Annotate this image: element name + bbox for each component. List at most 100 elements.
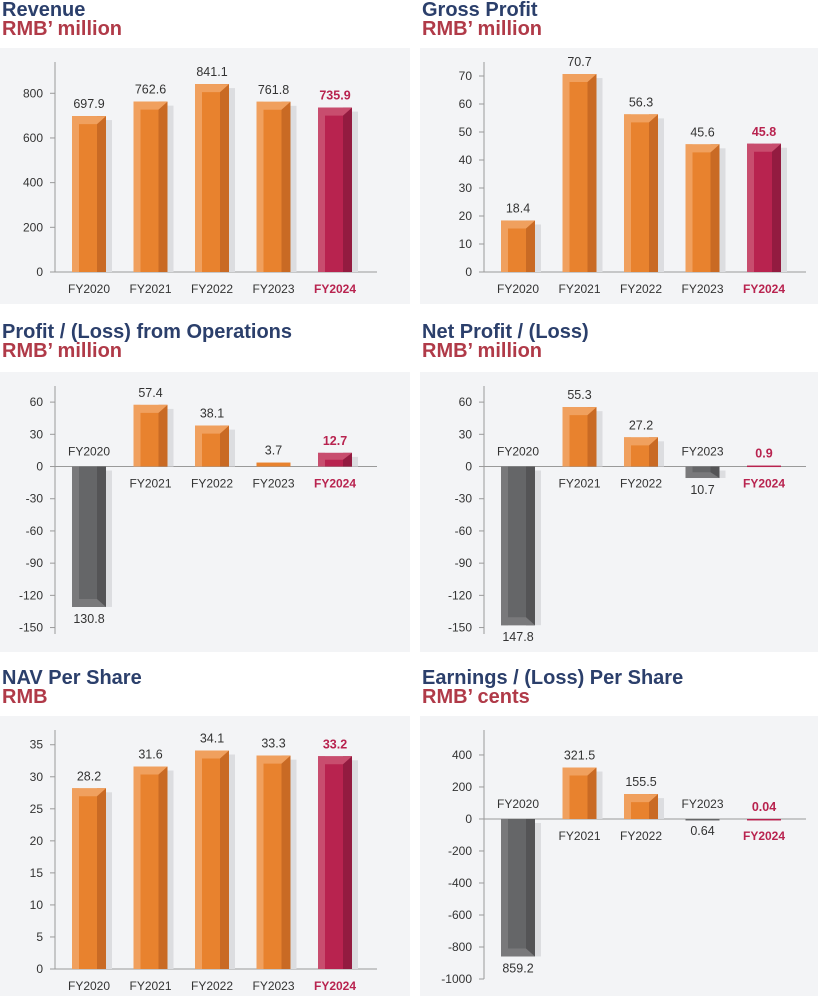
bar-fy2024 — [747, 143, 787, 272]
x-category-label: FY2024 — [314, 477, 356, 491]
bar-right-edge — [343, 107, 352, 273]
bar-left-edge — [72, 466, 79, 607]
bar-fy2021 — [562, 407, 603, 467]
chart-unit: RMB’ million — [2, 18, 122, 40]
y-tick-label: 40 — [459, 153, 473, 167]
bar-value-label: 45.8 — [752, 125, 776, 139]
y-tick-label: -150 — [448, 621, 472, 635]
bar-left-edge — [133, 101, 141, 272]
bar-top-bevel — [133, 766, 168, 775]
bar-top-bevel — [195, 84, 229, 93]
x-category-label: FY2023 — [681, 282, 723, 296]
x-category-label: FY2024 — [743, 477, 785, 491]
bar-shadow — [535, 470, 541, 626]
x-category-label: FY2020 — [68, 282, 110, 296]
chart-title: Earnings / (Loss) Per Share — [422, 667, 684, 689]
bar-shadow — [596, 411, 603, 467]
x-category-label: FY2020 — [68, 979, 110, 993]
bar-value-label: 31.6 — [138, 748, 162, 762]
chart-unit: RMB’ million — [2, 340, 122, 362]
bar-left-edge — [624, 794, 631, 819]
chart-unit: RMB’ cents — [422, 686, 530, 708]
y-tick-label: 0 — [36, 460, 43, 474]
bar-bottom-bevel — [501, 948, 535, 957]
bar-fy2023 — [685, 144, 726, 272]
bar-value-label: 735.9 — [319, 89, 350, 103]
x-category-label: FY2022 — [191, 477, 233, 491]
bar-shadow — [229, 429, 235, 467]
bar-left-edge — [318, 452, 325, 467]
x-category-label: FY2021 — [558, 477, 600, 491]
bar-bottom-bevel — [72, 598, 106, 607]
bar-value-label: 761.8 — [258, 83, 289, 97]
x-category-label: FY2022 — [191, 282, 233, 296]
x-category-label: FY2020 — [497, 797, 539, 811]
chart-svg: 0 5 10 15 20 25 30 35 28.2 FY2020 31.6 FY2021 34.1 FY… — [30, 730, 377, 993]
bar-right-edge — [343, 452, 352, 467]
bar-left-edge — [72, 788, 79, 969]
bar-top-bevel — [133, 404, 168, 413]
bar-left-edge — [195, 84, 202, 272]
bar-shadow — [106, 470, 112, 607]
bar-shadow — [658, 798, 664, 819]
bar-face — [256, 462, 291, 467]
bar-shadow — [596, 771, 603, 819]
y-tick-label: -90 — [455, 556, 473, 570]
bar-fy2020 — [72, 116, 112, 272]
bar-top-bevel — [72, 788, 106, 797]
y-tick-label: -200 — [448, 844, 472, 858]
bar-right-edge — [97, 788, 106, 969]
y-tick-label: 600 — [23, 131, 43, 145]
chart-title: NAV Per Share — [2, 667, 142, 689]
y-tick-label: 0 — [36, 962, 43, 976]
x-category-label: FY2022 — [191, 979, 233, 993]
bar-shadow — [719, 148, 726, 272]
bar-value-label: 70.7 — [567, 55, 591, 69]
bar-fy2021 — [133, 404, 174, 467]
x-category-label: FY2021 — [129, 477, 171, 491]
y-tick-label: 30 — [30, 770, 44, 784]
y-tick-label: -120 — [448, 588, 472, 602]
bar-shadow — [290, 759, 297, 969]
y-tick-label: -60 — [455, 524, 473, 538]
bar-fy2022 — [624, 794, 664, 819]
bar-left-edge — [318, 756, 325, 969]
bar-fy2021 — [562, 74, 603, 272]
y-tick-label: 200 — [23, 220, 43, 234]
bar-top-bevel — [624, 794, 658, 803]
bar-value-label: 57.4 — [138, 386, 162, 400]
y-tick-label: 50 — [459, 125, 473, 139]
x-category-label: FY2024 — [743, 282, 785, 296]
bar-shadow — [352, 111, 358, 273]
bar-top-bevel — [624, 114, 658, 123]
bar-shadow — [167, 770, 174, 969]
y-tick-label: 10 — [30, 898, 44, 912]
x-category-label: FY2022 — [620, 829, 662, 843]
bar-value-label: 55.3 — [567, 388, 591, 402]
bar-top-bevel — [562, 407, 597, 416]
bar-right-edge — [220, 84, 229, 272]
bar-fy2020 — [501, 466, 541, 626]
bar-face — [685, 818, 720, 821]
chart-unit: RMB’ million — [422, 18, 542, 40]
bar-shadow — [229, 88, 235, 272]
y-tick-label: 60 — [459, 97, 473, 111]
chart-svg: 0 200 400 600 800 697.9 FY2020 762.6 FY2021 841.1… — [23, 62, 377, 296]
bar-left-edge — [747, 143, 754, 272]
bar-right-edge — [526, 818, 535, 957]
bar-top-bevel — [318, 756, 352, 765]
y-tick-label: 10 — [459, 237, 473, 251]
bar-value-label: 762.6 — [135, 83, 166, 97]
chart-unit: RMB’ million — [422, 340, 542, 362]
bar-fy2021 — [133, 766, 174, 969]
bar-shadow — [229, 754, 235, 969]
y-tick-label: 0 — [36, 265, 43, 279]
x-category-label: FY2024 — [314, 979, 356, 993]
x-category-label: FY2021 — [129, 979, 171, 993]
y-tick-label: 15 — [30, 866, 44, 880]
bar-top-bevel — [501, 220, 535, 229]
y-tick-label: 30 — [30, 427, 44, 441]
chart-area: 60 30 0 -30 -60 -90 -120 -150 130.8 FY2020 57.4 FY2… — [0, 372, 410, 652]
bar-right-edge — [97, 466, 106, 607]
y-tick-label: 35 — [30, 738, 44, 752]
